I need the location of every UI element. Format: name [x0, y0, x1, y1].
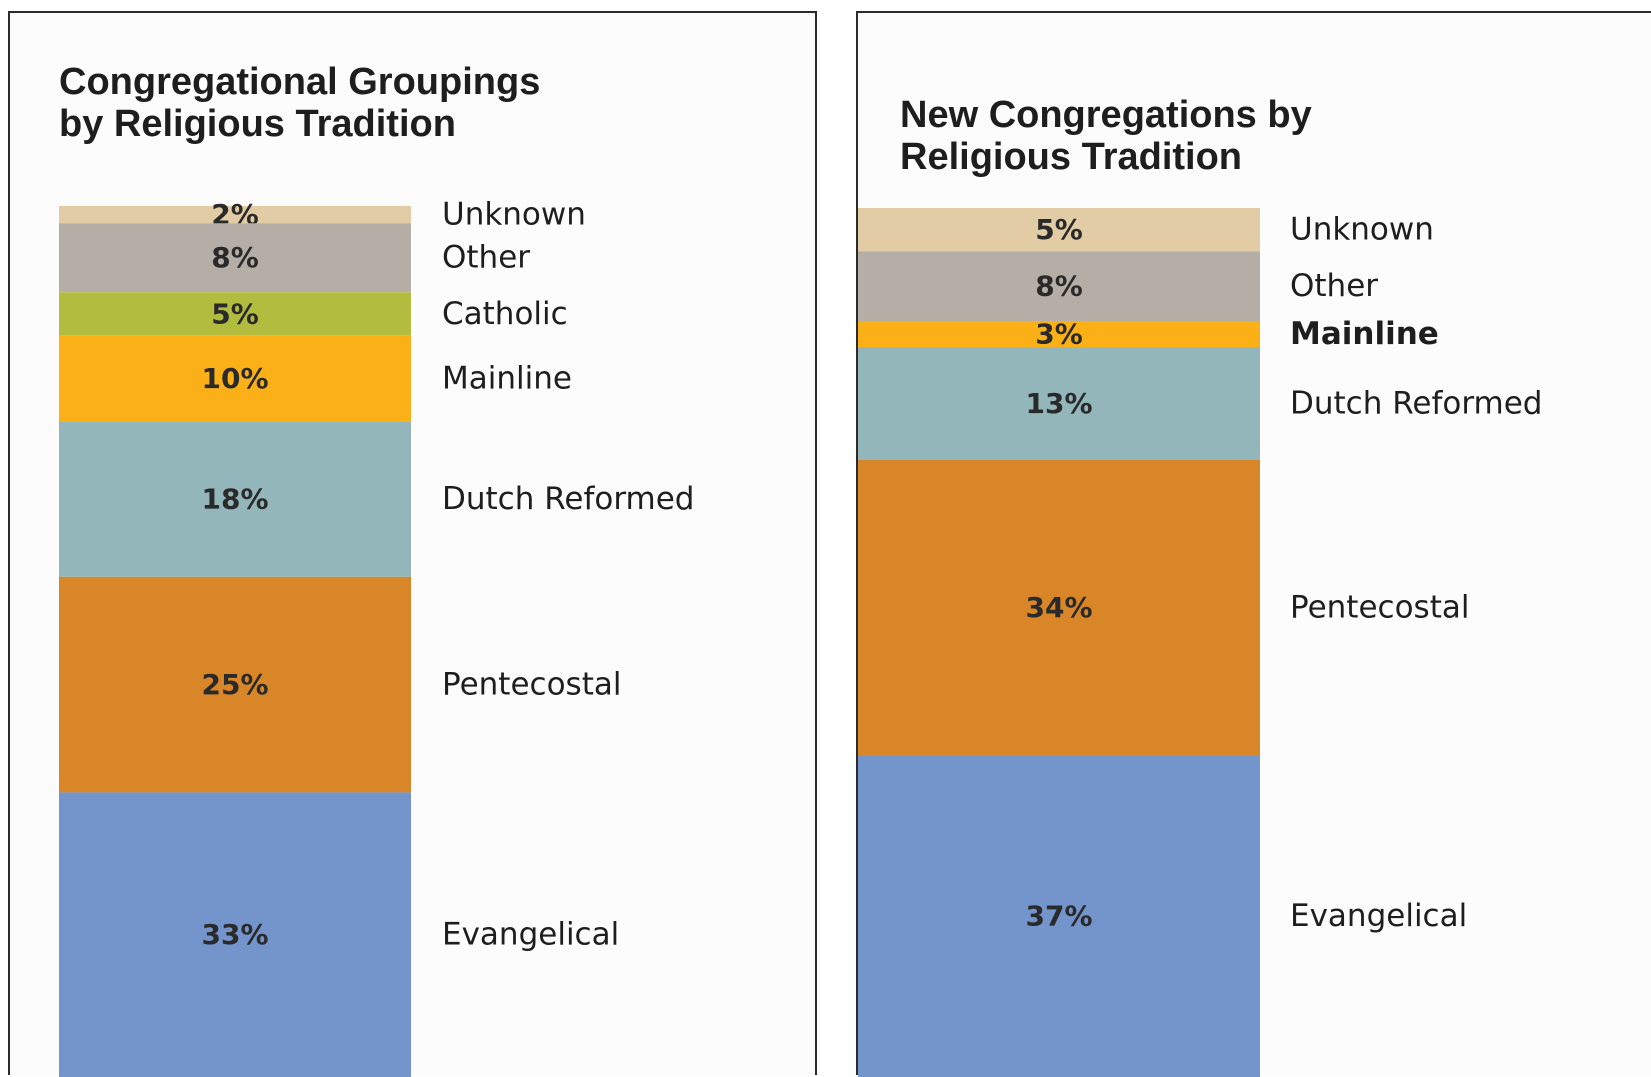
data-label-pentecostal: 25%: [201, 668, 268, 701]
bar-segment-mainline: [858, 320, 1260, 348]
data-label-dutch-reformed: 13%: [1025, 387, 1092, 420]
category-label-mainline: Mainline: [442, 360, 572, 396]
data-label-pentecostal: 34%: [1025, 591, 1092, 624]
category-label-dutch-reformed: Dutch Reformed: [442, 481, 694, 517]
data-label-other: 8%: [1035, 270, 1083, 303]
data-label-evangelical: 33%: [201, 918, 268, 951]
category-label-catholic: Catholic: [442, 296, 568, 332]
bar-segment-other: [858, 251, 1260, 321]
data-label-other: 8%: [211, 241, 259, 274]
bar-segment-dutch-reformed: [858, 347, 1260, 461]
chart-title-left: Congregational Groupings by Religious Tr…: [59, 61, 541, 145]
data-label-mainline: 3%: [1035, 318, 1083, 351]
category-label-dutch-reformed: Dutch Reformed: [1290, 386, 1542, 422]
bar-segment-other: [59, 223, 411, 293]
bar-segment-evangelical: [59, 792, 411, 1077]
category-label-unknown: Unknown: [442, 197, 586, 233]
bar-segment-evangelical: [858, 755, 1260, 1077]
bar-segment-unknown: [59, 206, 411, 224]
bar-segment-mainline: [59, 335, 411, 422]
category-label-evangelical: Evangelical: [442, 917, 619, 953]
bar-segment-unknown: [858, 208, 1260, 252]
bar-segment-dutch-reformed: [59, 421, 411, 577]
chart-panel-left: Congregational Groupings by Religious Tr…: [8, 11, 817, 1077]
category-label-unknown: Unknown: [1290, 212, 1434, 248]
category-label-other: Other: [442, 240, 530, 276]
data-label-mainline: 10%: [201, 362, 268, 395]
chart-panel-right: New Congregations by Religious Tradition…: [856, 11, 1651, 1077]
bar-segment-pentecostal: [858, 460, 1260, 756]
data-label-dutch-reformed: 18%: [201, 483, 268, 516]
category-label-pentecostal: Pentecostal: [442, 667, 621, 703]
data-label-unknown: 5%: [1035, 213, 1083, 246]
category-label-pentecostal: Pentecostal: [1290, 590, 1469, 626]
chart-title-right: New Congregations by Religious Tradition: [900, 94, 1312, 178]
bar-segment-catholic: [59, 292, 411, 336]
bar-segment-pentecostal: [59, 576, 411, 793]
data-label-catholic: 5%: [211, 297, 259, 330]
stacked-bar-chart-right: 5% Unknown 8% Other 3% Mainline 13% Dutch Refor…: [858, 208, 1542, 1077]
category-label-other: Other: [1290, 268, 1378, 304]
category-label-evangelical: Evangelical: [1290, 898, 1467, 934]
data-label-evangelical: 37%: [1025, 900, 1092, 933]
category-label-mainline: Mainline: [1290, 316, 1439, 352]
